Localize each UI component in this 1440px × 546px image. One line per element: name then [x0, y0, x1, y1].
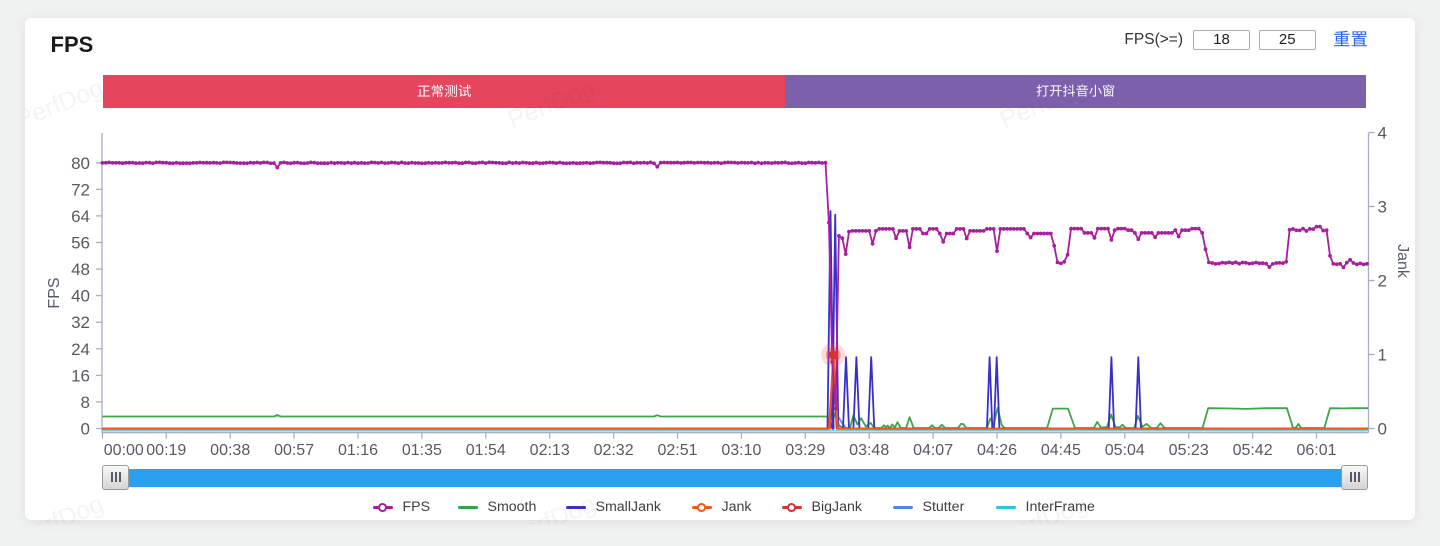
svg-text:00:57: 00:57: [274, 442, 314, 459]
svg-text:24: 24: [71, 340, 90, 359]
svg-text:02:51: 02:51: [657, 442, 697, 459]
svg-text:16: 16: [71, 366, 90, 385]
svg-text:56: 56: [71, 234, 90, 253]
svg-text:01:54: 01:54: [466, 442, 506, 459]
svg-text:05:23: 05:23: [1169, 442, 1209, 459]
svg-text:4: 4: [1378, 124, 1387, 143]
svg-text:01:16: 01:16: [338, 442, 378, 459]
svg-text:8: 8: [81, 393, 90, 412]
svg-text:48: 48: [71, 260, 90, 279]
svg-text:40: 40: [71, 287, 90, 306]
svg-text:04:26: 04:26: [977, 442, 1017, 459]
svg-text:02:13: 02:13: [530, 442, 570, 459]
svg-text:03:29: 03:29: [785, 442, 825, 459]
svg-text:72: 72: [71, 180, 90, 199]
svg-text:1: 1: [1378, 346, 1387, 365]
svg-text:00:19: 00:19: [146, 442, 186, 459]
svg-text:00:00: 00:00: [104, 442, 144, 459]
svg-text:0: 0: [81, 420, 90, 439]
svg-text:Jank: Jank: [1394, 244, 1411, 279]
svg-text:2: 2: [1378, 272, 1387, 291]
svg-text:03:48: 03:48: [849, 442, 889, 459]
svg-text:06:01: 06:01: [1296, 442, 1336, 459]
svg-text:05:04: 05:04: [1105, 442, 1145, 459]
svg-text:3: 3: [1378, 198, 1387, 217]
svg-text:64: 64: [71, 207, 90, 226]
svg-text:02:32: 02:32: [594, 442, 634, 459]
svg-text:0: 0: [1378, 420, 1387, 439]
svg-text:32: 32: [71, 313, 90, 332]
svg-text:FPS: FPS: [46, 277, 63, 308]
svg-text:80: 80: [71, 154, 90, 173]
svg-text:00:38: 00:38: [210, 442, 250, 459]
svg-text:04:07: 04:07: [913, 442, 953, 459]
svg-text:03:10: 03:10: [721, 442, 761, 459]
svg-text:01:35: 01:35: [402, 442, 442, 459]
svg-text:05:42: 05:42: [1233, 442, 1273, 459]
svg-text:04:45: 04:45: [1041, 442, 1081, 459]
